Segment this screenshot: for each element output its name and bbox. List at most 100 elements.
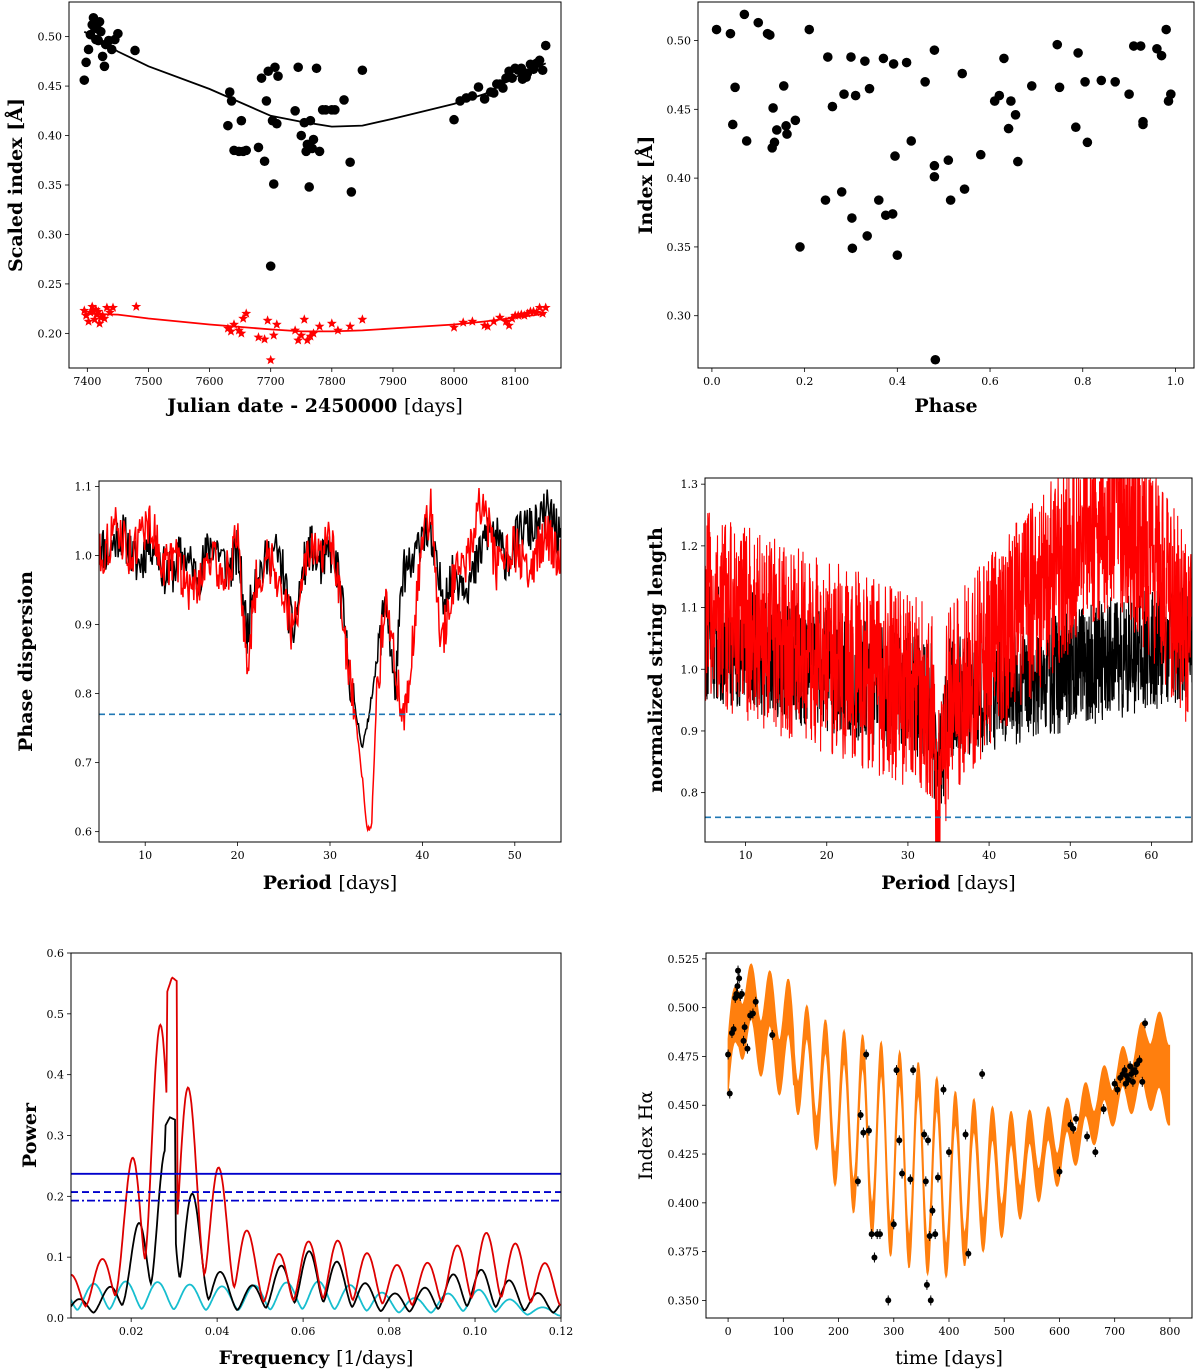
- x-axis-label-unit: [days]: [338, 872, 397, 894]
- data-point: [795, 242, 805, 252]
- data-point-star: [333, 325, 343, 335]
- x-axis-label-main: Frequency: [219, 1347, 336, 1369]
- x-axis-label: Period [days]: [263, 872, 397, 894]
- y-axis-label: normalized string length: [645, 527, 667, 793]
- data-point: [885, 1297, 892, 1304]
- y-tick-label: 0.0: [47, 1312, 65, 1325]
- axes-frame: [98, 480, 562, 843]
- data-point: [862, 231, 872, 241]
- data-point: [890, 1221, 897, 1228]
- data-point: [449, 114, 459, 125]
- data-point: [946, 1149, 952, 1156]
- data-point: [925, 1137, 932, 1144]
- y-axis-label: Phase dispersion: [15, 571, 37, 752]
- data-point-star: [540, 302, 551, 312]
- data-point-star: [238, 313, 249, 323]
- x-tick-label: 7400: [73, 375, 101, 388]
- x-tick-label: 0.0: [703, 375, 721, 388]
- y-tick-label: 1.2: [681, 540, 699, 553]
- data-point: [899, 1170, 906, 1177]
- data-point: [768, 103, 778, 113]
- y-tick-label: 0.35: [667, 241, 692, 254]
- data-point-star: [108, 302, 118, 312]
- data-point: [752, 998, 759, 1005]
- data-point: [727, 119, 738, 130]
- data-point: [346, 187, 357, 197]
- x-tick-label: 10: [138, 849, 152, 862]
- data-point-star: [241, 308, 252, 318]
- data-point: [1096, 75, 1107, 86]
- data-point: [878, 53, 889, 64]
- data-point: [847, 243, 858, 254]
- data-point: [130, 45, 140, 56]
- data-point: [1070, 1125, 1077, 1132]
- data-point: [730, 82, 740, 93]
- fit-line: [84, 312, 546, 333]
- data-point: [79, 75, 90, 85]
- y-tick-label: 0.2: [47, 1190, 65, 1203]
- x-tick-label: 40: [982, 849, 996, 862]
- y-tick-label: 0.30: [38, 228, 63, 241]
- data-point: [93, 35, 104, 46]
- panel-p6: 0 100 200 300 400 500 600 700 800 0.350 0.375 0.400…: [635, 952, 1193, 1369]
- data-point: [273, 71, 283, 81]
- x-tick-label: 10: [739, 849, 753, 862]
- data-point: [781, 121, 791, 131]
- x-axis-label: Julian date - 2450000 [days]: [165, 395, 463, 417]
- data-point: [857, 1112, 864, 1119]
- y-axis-label: Power: [19, 1102, 41, 1168]
- x-tick-label: 0.08: [377, 1325, 402, 1338]
- data-point: [1142, 1020, 1149, 1027]
- panel-p3: 10 20 30 40 50 0.6 0.7 0.8 0.9 1.0 1.1 Period [days…: [15, 480, 562, 894]
- x-axis-label: Period [days]: [881, 872, 1015, 894]
- axes-frame: [704, 477, 1193, 843]
- x-tick-label: 0: [725, 1325, 732, 1338]
- data-point: [270, 62, 280, 73]
- x-tick-label: 200: [828, 1325, 849, 1338]
- data-point: [753, 17, 764, 28]
- data-point: [736, 975, 743, 982]
- y-tick-label: 0.35: [38, 179, 63, 192]
- data-point: [778, 81, 789, 91]
- y-tick-label: 0.5: [47, 1008, 65, 1021]
- data-point: [827, 101, 838, 112]
- data-point: [330, 105, 340, 115]
- data-point: [304, 182, 314, 192]
- data-point: [920, 77, 930, 87]
- data-point: [910, 1067, 917, 1074]
- data-point: [1139, 1078, 1146, 1085]
- series-line: [99, 487, 561, 833]
- y-tick-label: 1.3: [681, 478, 699, 491]
- series-line: [71, 1280, 561, 1317]
- x-tick-label: 0.12: [549, 1325, 574, 1338]
- data-point: [223, 120, 233, 131]
- data-point: [927, 1297, 934, 1304]
- data-point: [296, 130, 307, 141]
- y-axis-label: Index [Å]: [634, 136, 657, 235]
- data-point-star: [296, 330, 307, 340]
- data-point: [259, 156, 270, 167]
- data-point-star: [488, 316, 499, 326]
- plot-area: [71, 976, 561, 1317]
- x-axis-label-main: Period: [881, 872, 957, 894]
- data-point: [95, 26, 106, 37]
- data-point: [540, 40, 551, 51]
- data-point: [725, 28, 736, 39]
- data-point: [934, 1174, 941, 1181]
- data-point: [738, 990, 745, 997]
- data-point-star: [97, 310, 108, 320]
- data-point-star: [507, 313, 518, 323]
- x-axis-label-unit: [days]: [957, 872, 1016, 894]
- data-point-star: [482, 321, 493, 331]
- data-point: [1156, 50, 1167, 61]
- x-tick-label: 400: [939, 1325, 960, 1338]
- data-point: [261, 96, 272, 106]
- data-point-star: [131, 301, 142, 311]
- data-point: [906, 136, 917, 146]
- data-point: [820, 195, 831, 205]
- data-point: [1128, 41, 1139, 51]
- data-point: [711, 24, 722, 35]
- data-point-star: [99, 313, 110, 323]
- data-point: [744, 1045, 751, 1052]
- x-tick-label: 300: [883, 1325, 904, 1338]
